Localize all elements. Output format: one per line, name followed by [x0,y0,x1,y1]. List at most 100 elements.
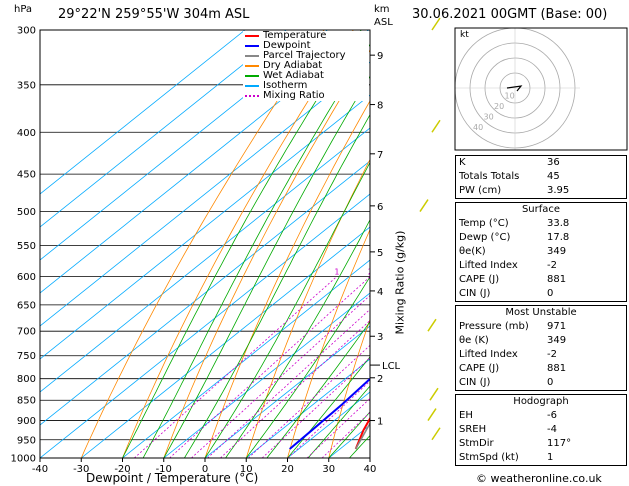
legend-item: Wet Adiabat [243,71,369,81]
pressure-tick-label: 500 [17,207,36,218]
isotherm-line [122,259,370,458]
surface-title: Surface [521,204,561,215]
temp-tick-label: -20 [114,464,130,475]
dry-adiabat-line [80,30,325,458]
index-row: PW (cm) 3.95 [455,184,627,198]
surface-row: θe(K) 349 [455,245,627,259]
pressure-tick-label: 850 [17,396,36,407]
hodograph-ring-label: 20 [494,102,504,111]
pressure-tick-label: 600 [17,272,36,283]
dry-adiabat-line [328,318,370,458]
dry-adiabat-line [163,49,370,458]
wind-barb [427,408,437,421]
hodograph-stat-row: StmSpd (kt) 1 [455,451,627,465]
hodograph-table-box [455,394,627,466]
most-unstable-key: CAPE (J) [459,363,500,374]
most-unstable-title: Most Unstable [505,307,577,318]
isotherm-line [40,30,287,228]
hodograph-stat-row: SREH -4 [455,423,627,437]
isotherm-line [40,30,328,261]
km-tick-label: 6 [377,202,383,213]
surface-value: -2 [547,260,557,271]
temp-tick-label: 20 [281,464,294,475]
index-value: 36 [547,157,560,168]
mixing-ratio-line [191,294,370,458]
indices-box [455,155,627,199]
surface-row: Dewp (°C) 17.8 [455,231,627,245]
most-unstable-row: θe (K) 349 [455,334,627,348]
temp-tick-label: -30 [73,464,89,475]
surface-value: 881 [547,274,567,285]
mixing-ratio-line [207,308,370,458]
pressure-tick-label: 450 [17,170,36,181]
most-unstable-key: Pressure (mb) [459,321,529,332]
pressure-tick-label: 400 [17,128,36,139]
index-row: Totals Totals 45 [455,170,627,184]
legend-item: Mixing Ratio [243,91,369,101]
isotherm-line [246,358,370,458]
surface-value: 33.8 [547,218,570,229]
x-axis-label: Dewpoint / Temperature (°C) [86,471,259,485]
pressure-tick-label: 900 [17,416,36,427]
temp-tick-label: 30 [322,464,335,475]
legend: Temperature Dewpoint Parcel Trajectory Dry … [243,31,369,101]
legend-swatch [245,45,259,47]
index-key: PW (cm) [459,185,502,196]
wind-barb [427,318,437,332]
legend-label: Parcel Trajectory [263,50,346,61]
mixing-ratio-label: 1 [334,267,339,276]
km-tick-label: 3 [377,332,383,343]
wind-barb [419,199,429,213]
surface-key: θe(K) [459,246,486,257]
isotherm-line [40,61,370,327]
legend-item: Temperature [243,31,369,41]
hodograph-stat-value: 117° [547,438,572,449]
hodograph-stat-value: 1 [547,452,554,463]
legend-swatch [245,75,259,77]
hodograph-table-title: Hodograph [513,396,569,407]
legend-swatch [245,55,259,57]
temp-tick-label: 0 [202,464,208,475]
temp-tick-label: -10 [156,464,172,475]
legend-label: Temperature [263,30,327,41]
mixing-ratio-label: 8 [442,267,447,276]
most-unstable-value: -2 [547,349,557,360]
y-unit-label: hPa [14,4,33,15]
surface-key: Dewp (°C) [459,232,511,243]
wind-barb [431,427,441,441]
most-unstable-box [455,305,627,391]
pressure-tick-label: 350 [17,80,36,91]
km-tick-label: 4 [377,287,383,298]
most-unstable-value: 971 [547,321,567,332]
most-unstable-row: CIN (J) 0 [455,376,627,390]
hodograph-stat-row: EH -6 [455,409,627,423]
mixing-ratio-line [134,276,338,458]
hodograph-stat-key: EH [459,410,473,421]
copyright: © weatheronline.co.uk [476,472,602,485]
km-tick-label: 7 [377,150,383,161]
isotherm-line [163,292,370,458]
most-unstable-value: 881 [547,363,567,374]
hodograph-unit: kt [460,30,469,40]
legend-swatch [245,35,259,37]
datetime-title: 30.06.2021 00GMT (Base: 00) [412,7,608,22]
legend-label: Dry Adiabat [263,60,323,71]
legend-label: Isotherm [263,80,308,91]
surface-value: 0 [547,288,554,299]
most-unstable-row: CAPE (J) 881 [455,362,627,376]
wet-adiabat-line [204,161,370,458]
surface-key: Temp (°C) [459,218,509,229]
wet-adiabat-line [287,356,370,458]
surface-row: CIN (J) 0 [455,287,627,301]
index-key: Totals Totals [459,171,520,182]
pressure-tick-label: 300 [17,26,36,37]
km-tick-label: 9 [377,51,383,62]
legend-label: Wet Adiabat [263,70,324,81]
mixing-ratio-label: 5 [416,267,421,276]
km-unit-label-2: ASL [374,17,393,28]
location-title: 29°22'N 259°55'W 304m ASL [58,7,250,22]
surface-row: CAPE (J) 881 [455,273,627,287]
hodograph-stat-row: StmDir 117° [455,437,627,451]
km-tick-label: 5 [377,248,383,259]
isotherm-line [81,226,370,458]
